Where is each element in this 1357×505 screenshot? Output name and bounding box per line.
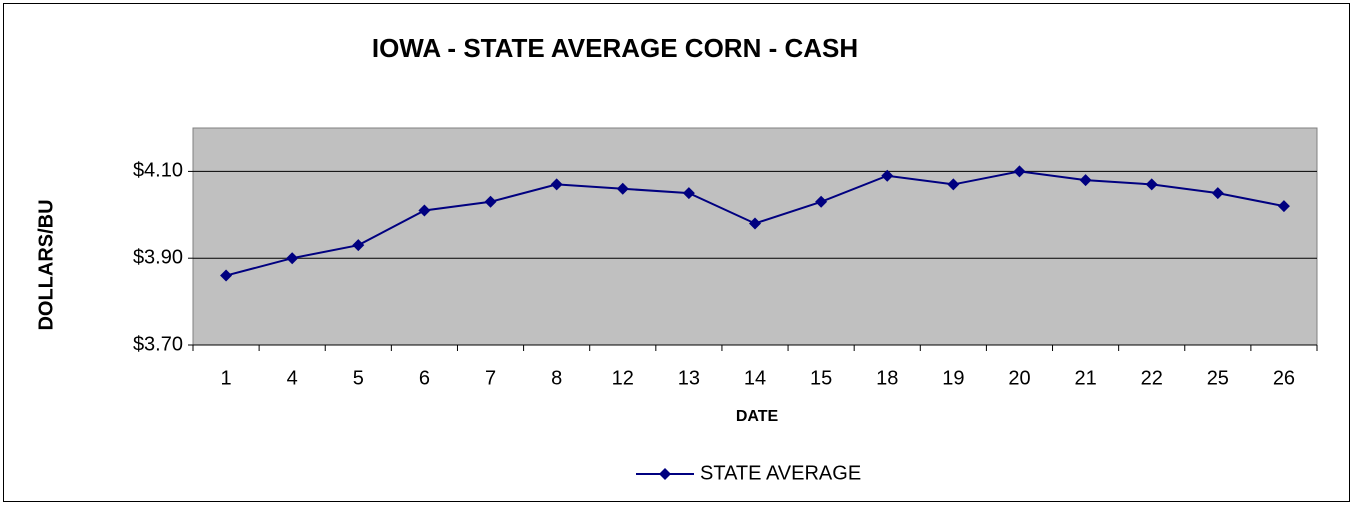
point [220,269,233,282]
x-tick-label: 18 [876,367,898,389]
x-tick-label: 4 [287,367,298,389]
point [418,204,431,217]
x-axis-label: DATE [736,408,779,425]
point [1079,174,1092,187]
plot-area [192,127,1318,346]
point [1013,165,1026,178]
point [286,252,299,265]
x-tick-label: 20 [1008,367,1030,389]
x-tick-label: 22 [1141,367,1163,389]
y-tick-label: $3.90 [133,246,183,268]
legend-label: STATE AVERAGE [700,462,861,484]
point [749,217,761,230]
legend-marker [659,468,671,480]
point [1277,200,1290,213]
x-tick-label: 14 [744,367,766,389]
x-tick-label: 7 [485,367,496,389]
point [352,239,365,252]
point [815,195,828,208]
point [550,178,563,191]
y-tick-label: $3.70 [133,333,183,355]
chart-title: IOWA - STATE AVERAGE CORN - CASH [372,33,858,63]
x-tick-label: 13 [678,367,700,389]
x-tick-label: 25 [1207,367,1229,389]
x-tick-label: 19 [942,367,964,389]
point [484,195,497,208]
point [881,169,894,182]
x-tick-label: 21 [1074,367,1096,389]
y-axis-label: DOLLARS/BU [35,199,57,330]
x-tick-label: 5 [353,367,364,389]
x-tick-label: 15 [810,367,832,389]
point [616,182,629,195]
x-tick-label: 8 [551,367,562,389]
point [682,187,695,200]
y-tick-label: $4.10 [133,160,183,182]
point [1211,187,1224,200]
x-tick-label: 26 [1273,367,1295,389]
x-tick-label: 12 [612,367,634,389]
x-tick-label: 6 [419,367,430,389]
x-tick-label: 1 [220,367,231,389]
point [1145,178,1158,191]
point [947,178,960,191]
